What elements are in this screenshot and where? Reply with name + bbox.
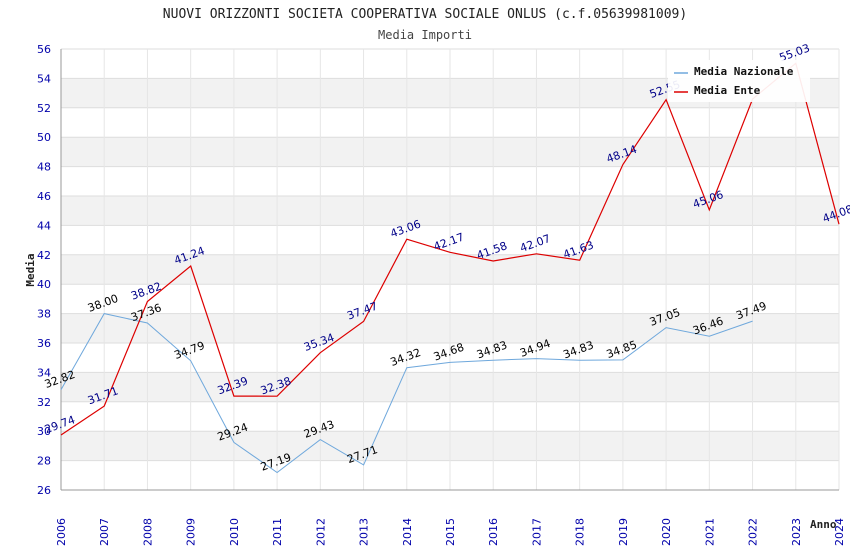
y-tick-label: 48 (37, 161, 51, 174)
y-tick-labels: 26 28 30 32 34 36 38 40 42 44 46 48 50 52 54 56 (37, 43, 51, 497)
y-tick-label: 40 (37, 278, 51, 291)
x-tick-label: 2008 (141, 518, 154, 546)
x-tick-label: 2023 (790, 518, 803, 546)
axes (60, 49, 839, 491)
legend-label-ente: Media Ente (694, 84, 761, 97)
chart-title: NUOVI ORIZZONTI SOCIETA COOPERATIVA SOCI… (163, 7, 687, 22)
x-tick-label: 2018 (574, 518, 587, 546)
y-tick-label: 44 (37, 219, 51, 232)
y-tick-label: 28 (37, 455, 51, 468)
y-tick-label: 34 (37, 366, 51, 379)
y-tick-label: 56 (37, 43, 51, 56)
x-tick-label: 2019 (617, 518, 630, 546)
data-label-nazionale: 38.00 (86, 292, 120, 315)
series-line-ente (60, 62, 840, 436)
x-tick-label: 2015 (444, 518, 457, 546)
y-tick-label: 54 (37, 72, 51, 85)
series-lines (60, 62, 840, 474)
legend-label-nazionale: Media Nazionale (694, 65, 794, 78)
y-tick-label: 36 (37, 337, 51, 350)
x-tick-labels: 2006 2007 2008 2009 2010 2011 2012 2013 2014 2015… (55, 518, 846, 546)
legend: Media Nazionale Media Ente (668, 60, 810, 102)
chart-subtitle: Media Importi (378, 28, 472, 42)
x-tick-label: 2020 (660, 518, 673, 546)
x-tick-label: 2010 (228, 518, 241, 546)
y-tick-label: 46 (37, 190, 51, 203)
y-tick-label: 42 (37, 249, 51, 262)
x-tick-label: 2017 (530, 518, 543, 546)
y-tick-label: 26 (37, 484, 51, 497)
data-label-nazionale: 34.68 (432, 341, 466, 364)
x-tick-label: 2016 (487, 518, 500, 546)
data-label-ente: 42.07 (518, 232, 552, 255)
x-tick-label: 2012 (314, 518, 327, 546)
x-tick-label: 2006 (55, 518, 68, 546)
data-label-nazionale: 34.32 (389, 346, 423, 369)
y-tick-label: 38 (37, 308, 51, 321)
data-label-ente: 42.17 (432, 231, 466, 254)
y-tick-label: 52 (37, 102, 51, 115)
x-tick-label: 2014 (401, 518, 414, 546)
y-tick-label: 30 (37, 425, 51, 438)
y-tick-label: 50 (37, 131, 51, 144)
x-tick-label: 2007 (98, 518, 111, 546)
x-tick-label: 2021 (703, 518, 716, 546)
series-line-nazionale (60, 313, 753, 474)
x-tick-label: 2009 (185, 518, 198, 546)
x-tick-label: 2024 (833, 518, 846, 546)
y-axis-label: Media (24, 253, 37, 286)
x-axis-label: Anno (810, 518, 837, 531)
x-tick-label: 2013 (358, 518, 371, 546)
x-tick-label: 2022 (747, 518, 760, 546)
legend-background (668, 60, 810, 102)
x-tick-label: 2011 (271, 518, 284, 546)
y-tick-label: 32 (37, 396, 51, 409)
